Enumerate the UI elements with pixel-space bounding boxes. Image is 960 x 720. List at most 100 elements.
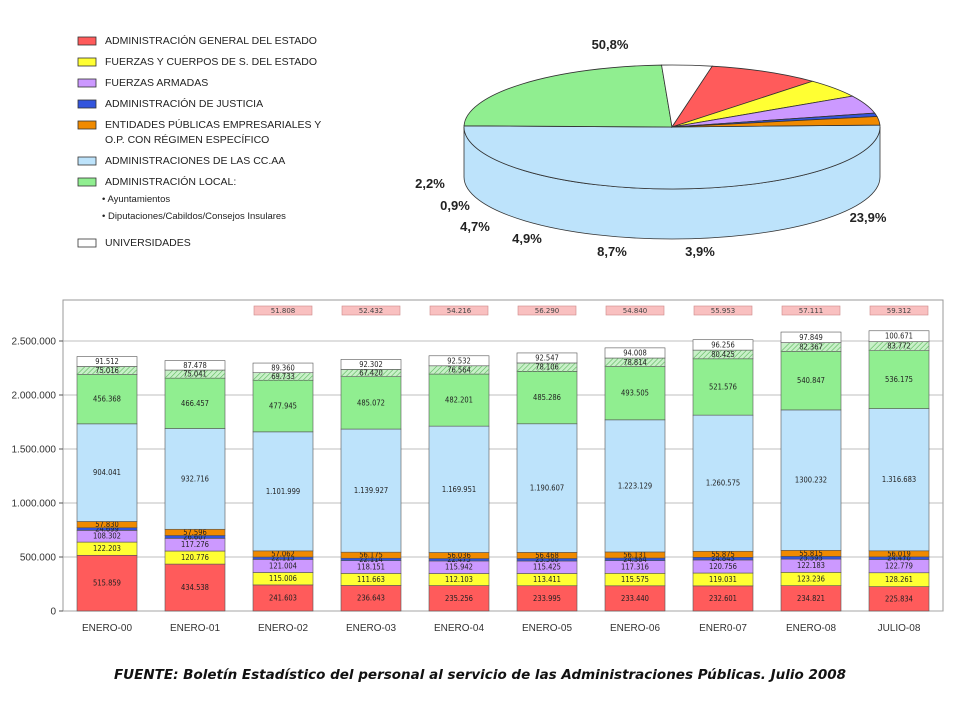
hatch-line	[340, 369, 349, 377]
hatch-line	[267, 372, 276, 381]
bar-value-label-local_dip: 67.420	[359, 369, 383, 378]
hatch-line	[375, 369, 384, 377]
legend-label-fcse: FUERZAS Y CUERPOS DE S. DEL ESTADO	[105, 56, 317, 68]
hatch-line	[795, 342, 806, 352]
hatch-line	[428, 365, 438, 375]
bar-value-label-justicia: 22.115	[271, 554, 295, 563]
bar-value-label-justicia: 26.607	[183, 532, 207, 541]
bar-value-label-fcse: 128.261	[885, 575, 913, 584]
hatch-line	[76, 366, 86, 375]
hatch-line	[262, 372, 271, 381]
hatch-line	[106, 366, 116, 375]
hatch-line	[624, 357, 634, 367]
hatch-line	[345, 369, 354, 377]
hatch-line	[727, 349, 737, 360]
bar-value-label-entidades: 55.875	[711, 550, 735, 559]
x-tick-label: ENERO-01	[170, 623, 220, 634]
hatch-line	[707, 349, 717, 360]
bar-segment-ccaa	[604, 419, 666, 553]
x-tick-label: ENERO-05	[522, 623, 572, 634]
pie-slice-entidades	[671, 116, 881, 128]
hatch-line	[785, 342, 796, 352]
bar-value-label-age: 235.256	[445, 594, 473, 603]
bar-value-label-entidades: 56.131	[623, 550, 647, 559]
top-badge	[869, 305, 929, 316]
y-tick-label: 0	[50, 607, 56, 618]
hatch-line	[551, 362, 561, 372]
hatch-line	[287, 372, 296, 381]
bar-value-label-justicia: 25.595	[799, 553, 823, 562]
bar-segment-ccaa	[780, 409, 842, 551]
hatch-line	[898, 341, 909, 351]
top-badge	[429, 305, 489, 316]
bar-segment-ccaa	[164, 428, 226, 530]
bar-value-label-ccaa: 1300.232	[795, 476, 827, 485]
bar-value-label-fcse: 122.203	[93, 544, 121, 553]
x-tick-label: ENERO-02	[258, 623, 308, 634]
bar-segment-ccaa	[692, 414, 754, 552]
hatch-line	[214, 369, 224, 379]
bar-value-label-entidades: 57.830	[95, 520, 119, 529]
hatch-line	[365, 369, 374, 377]
hatch-line	[732, 349, 742, 360]
hatch-line	[448, 365, 458, 375]
hatch-line	[654, 357, 664, 367]
hatch-line	[204, 369, 214, 379]
hatch-line	[433, 365, 443, 375]
hatch-line	[252, 372, 261, 381]
bar-segment-age	[868, 586, 930, 612]
legend-label-univ: UNIVERSIDADES	[105, 237, 191, 249]
y-tick-label: 2.500.000	[12, 337, 57, 348]
bar-value-label-fcse: 115.575	[621, 575, 649, 584]
bar-segment-age	[76, 554, 138, 612]
bar-segment-local_ayto	[76, 374, 138, 425]
bar-value-label-local_ayto: 482.201	[445, 396, 473, 405]
bar-segment-age	[340, 585, 402, 612]
hatch-line	[272, 372, 281, 381]
bar-segment-age	[604, 585, 666, 612]
legend-swatch-ffaa	[77, 78, 97, 88]
hatch-line	[91, 366, 101, 375]
x-tick-label: ENERO-06	[610, 623, 660, 634]
bar-segment-univ	[76, 356, 138, 367]
hatch-line	[360, 369, 369, 377]
bar-value-label-local_ayto: 466.457	[181, 399, 209, 408]
bar-value-label-age: 236.643	[357, 594, 385, 603]
bar-value-label-age: 241.603	[269, 593, 297, 602]
hatch-line	[116, 366, 126, 375]
legend-swatch-univ	[77, 238, 97, 248]
bar-value-label-local_ayto: 540.847	[797, 376, 825, 385]
pie-slice-ccaa	[463, 124, 881, 190]
hatch-line	[443, 365, 453, 375]
hatch-line	[292, 372, 301, 381]
hatch-line	[614, 357, 624, 367]
legend-label-justicia: ADMINISTRACIÓN DE JUSTICIA	[105, 97, 263, 110]
bar-value-label-ccaa: 1.190.607	[530, 484, 564, 493]
hatch-line	[96, 366, 106, 375]
hatch-line	[126, 366, 136, 375]
bar-segment-local_ayto	[780, 351, 842, 411]
bar-value-label-justicia: 24.470	[887, 554, 911, 563]
bar-segment-age	[428, 585, 490, 612]
top-badge	[517, 305, 577, 316]
top-badge-label: 59.312	[887, 307, 912, 315]
x-tick-label: ENER0-07	[699, 623, 747, 634]
hatch-line	[810, 342, 821, 352]
pie-label-entidades: 2,2%	[415, 176, 445, 191]
hatch-line	[541, 362, 551, 372]
x-tick-label: ENERO-00	[82, 623, 132, 634]
hatch-line	[199, 369, 209, 379]
legend-label-ccaa: ADMINISTRACIONES DE LAS CC.AA	[105, 155, 285, 167]
hatch-line	[873, 341, 884, 351]
hatch-line	[483, 368, 490, 375]
bar-segment-age	[780, 585, 842, 612]
pie-slice-age	[671, 65, 814, 128]
bar-value-label-univ: 87.478	[183, 361, 207, 370]
bar-segment-ccaa	[516, 423, 578, 553]
bar-value-label-local_dip: 69.733	[271, 372, 295, 381]
hatch-line	[101, 366, 111, 375]
bar-value-label-entidades: 55.815	[799, 549, 823, 558]
bar-value-label-local_dip: 83.772	[887, 342, 911, 351]
hatch-line	[742, 349, 752, 360]
hatch-line	[737, 349, 747, 360]
